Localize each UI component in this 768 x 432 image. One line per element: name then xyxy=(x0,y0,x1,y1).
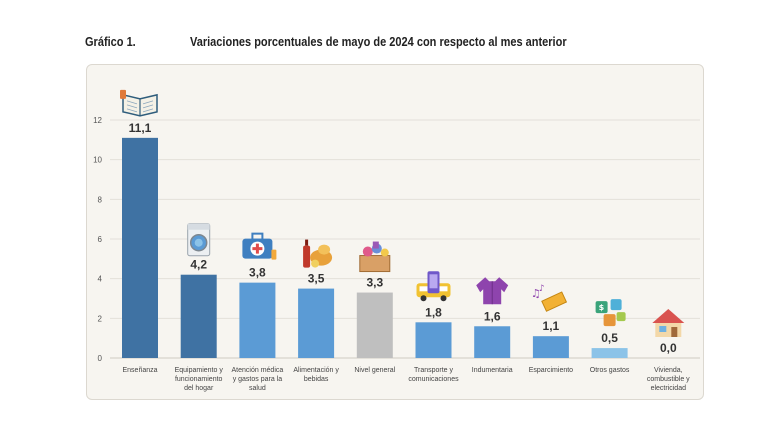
bar-2 xyxy=(180,274,217,358)
value-label: 1,1 xyxy=(543,319,560,333)
category-label: Equipamiento y funcionamiento del hogar xyxy=(175,367,224,392)
svg-text:$: $ xyxy=(599,303,605,312)
category-label: Enseñanza xyxy=(122,367,157,374)
y-tick-label: 10 xyxy=(93,156,102,165)
y-tick-label: 0 xyxy=(98,354,103,363)
category-label: Atención médica y gastos para la salud xyxy=(232,367,284,392)
y-tick-label: 12 xyxy=(93,116,102,125)
figure-number: Gráfico 1. xyxy=(85,35,136,49)
category-label: Esparcimiento xyxy=(529,367,573,374)
value-label: 0,0 xyxy=(660,341,677,355)
clothing-icon xyxy=(476,277,509,305)
value-label: 11,1 xyxy=(129,121,152,135)
bar-6 xyxy=(415,322,452,358)
basket-icon xyxy=(359,241,391,273)
svg-text:♫: ♫ xyxy=(531,287,541,300)
bar-1 xyxy=(122,137,158,358)
category-label: Nivel general xyxy=(354,367,395,374)
food-icon xyxy=(303,239,333,268)
transport-icon xyxy=(416,271,451,302)
value-label: 3,5 xyxy=(308,272,325,286)
ticket-icon: ♫♪ xyxy=(531,284,568,312)
category-label: Indumentaria xyxy=(472,367,513,374)
bar-7 xyxy=(474,326,511,358)
book-icon xyxy=(120,89,158,117)
y-tick-label: 8 xyxy=(98,195,103,204)
bar-8 xyxy=(532,336,569,358)
money-puzzle-icon: $ xyxy=(595,299,626,327)
y-tick-label: 4 xyxy=(98,275,103,284)
medical-kit-icon xyxy=(242,232,277,260)
category-label: Vivienda, combustible y electricidad xyxy=(647,367,690,392)
y-tick-label: 2 xyxy=(98,314,103,323)
washing-machine-icon xyxy=(187,223,211,257)
category-label: Otros gastos xyxy=(590,367,630,374)
svg-text:♪: ♪ xyxy=(539,284,545,294)
category-label: Transporte y comunicaciones xyxy=(408,367,459,383)
value-label: 3,8 xyxy=(249,266,266,280)
value-label: 1,6 xyxy=(484,309,501,323)
bar-3 xyxy=(239,282,276,358)
bar-4 xyxy=(298,288,335,358)
value-label: 0,5 xyxy=(601,331,618,345)
bar-9 xyxy=(591,348,628,358)
y-tick-label: 6 xyxy=(98,235,103,244)
chart-title: Variaciones porcentuales de mayo de 2024… xyxy=(190,35,567,49)
category-label: Alimentación y bebidas xyxy=(293,367,339,383)
value-label: 1,8 xyxy=(425,305,442,319)
bar-5 xyxy=(356,292,393,358)
value-label: 3,3 xyxy=(366,276,383,290)
value-label: 4,2 xyxy=(190,258,207,272)
house-icon xyxy=(652,309,685,337)
